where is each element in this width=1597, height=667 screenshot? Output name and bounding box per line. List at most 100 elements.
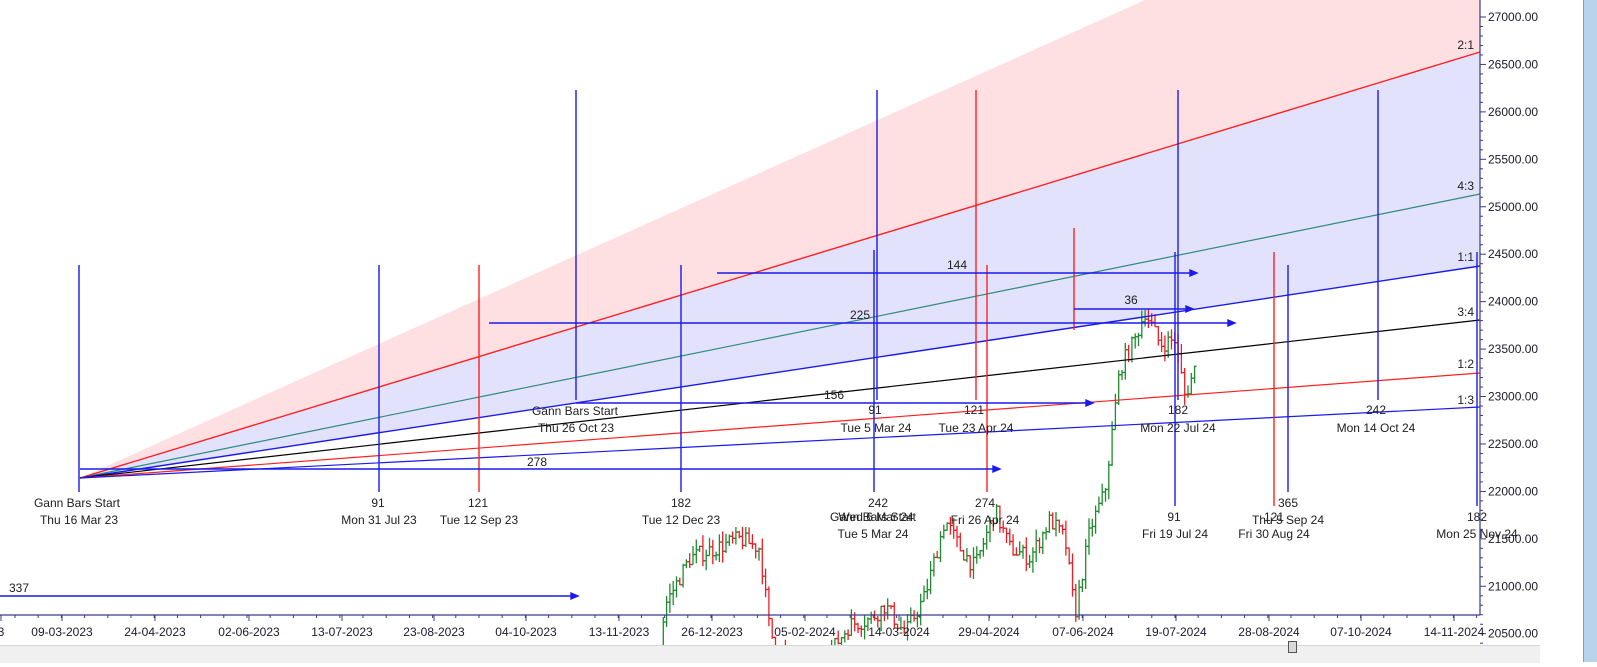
x-tick-label: 26-12-2023 <box>681 625 743 639</box>
gann-start-label: Gann Bars Start <box>830 510 917 524</box>
y-tick-label: 26500.00 <box>1488 57 1538 71</box>
arrowhead-icon <box>1189 268 1199 278</box>
fan-upper-zone <box>80 0 1480 478</box>
x-tick-label: 13-11-2023 <box>589 625 650 639</box>
x-tick-label: 14-03-2024 <box>868 625 930 639</box>
cycle-count: 242 <box>868 496 888 510</box>
y-axis: 27000.00 26500.00 26000.00 25500.00 25000.00… <box>1479 0 1538 663</box>
cycle-date: Fri 30 Aug 24 <box>1238 527 1310 541</box>
scrollbar-thumb[interactable] <box>1288 641 1297 653</box>
arrowhead-icon <box>1085 398 1095 408</box>
cycle-count: 121 <box>468 496 488 510</box>
cycle-date: Tue 12 Dec 23 <box>642 513 721 527</box>
y-tick-label: 23000.00 <box>1488 390 1538 404</box>
fan-label-4-3: 4:3 <box>1457 179 1474 193</box>
cycle-date: Mon 22 Jul 24 <box>1140 421 1216 435</box>
arrowhead-icon <box>1227 318 1237 328</box>
y-tick-label: 23500.00 <box>1488 342 1538 356</box>
x-tick-label: 07-10-2024 <box>1330 625 1392 639</box>
y-tick-label: 24000.00 <box>1488 295 1538 309</box>
cycle-count: 274 <box>975 496 995 510</box>
fan-line-4-3[interactable] <box>79 193 1481 479</box>
gann-start-date: Thu 16 Mar 23 <box>40 513 118 527</box>
cycle-date: Tue 5 Mar 24 <box>841 421 912 435</box>
cycle-date: Mon 25 Nov 24 <box>1436 527 1518 541</box>
fan-label-1-3: 1:3 <box>1457 393 1474 407</box>
gann-start-label: Gann Bars Start <box>532 404 619 418</box>
fan-line-1-2[interactable] <box>79 372 1481 479</box>
gann-fan-fills <box>80 0 1480 478</box>
cycle-lines <box>78 90 1478 506</box>
x-tick-label: 09-03-2023 <box>31 625 93 639</box>
cycle-count: 182 <box>671 496 691 510</box>
x-tick-label: 28-08-2024 <box>1238 625 1300 639</box>
gann-start-date: Tue 5 Mar 24 <box>838 527 909 541</box>
x-tick-label: 3 <box>0 625 5 639</box>
x-tick-label: 14-11-2024 <box>1424 625 1485 639</box>
cycle-date: Fri 19 Jul 24 <box>1142 527 1208 541</box>
fan-label-1-1: 1:1 <box>1457 250 1474 264</box>
time-count-arrows <box>0 268 1237 601</box>
x-tick-label: 05-02-2024 <box>774 625 836 639</box>
arrowhead-icon <box>1185 304 1195 314</box>
fan-label-3-4: 3:4 <box>1457 305 1474 319</box>
cycle-count: 182 <box>1168 403 1188 417</box>
fan-label-2-1: 2:1 <box>1457 38 1474 52</box>
y-tick-label: 24500.00 <box>1488 247 1538 261</box>
fan-line-3-4[interactable] <box>79 319 1481 479</box>
x-tick-label: 19-07-2024 <box>1145 625 1207 639</box>
count-label: 337 <box>9 581 29 595</box>
annotations: Gann Bars Start Thu 16 Mar 23 Gann Bars … <box>9 258 1518 595</box>
fan-line-1-1[interactable] <box>79 265 1481 479</box>
cycle-count: 91 <box>868 403 882 417</box>
y-tick-label: 21000.00 <box>1488 579 1538 593</box>
x-tick-label: 07-06-2024 <box>1052 625 1114 639</box>
gann-start-date: Thu 26 Oct 23 <box>538 421 614 435</box>
x-tick-label: 04-10-2023 <box>495 625 557 639</box>
count-label: 144 <box>947 258 967 272</box>
y-tick-label: 25000.00 <box>1488 200 1538 214</box>
fan-label-1-2: 1:2 <box>1457 357 1474 371</box>
gann-fan-lines <box>79 51 1481 479</box>
x-tick-label: 02-06-2023 <box>218 625 280 639</box>
x-tick-label: 29-04-2024 <box>958 625 1020 639</box>
x-tick-label: 24-04-2023 <box>124 625 186 639</box>
cycle-date: Fri 26 Apr 24 <box>951 513 1020 527</box>
cycle-count: 242 <box>1366 403 1386 417</box>
cycle-count: 91 <box>371 496 385 510</box>
y-tick-label: 20500.00 <box>1488 627 1538 641</box>
cycle-date: Mon 31 Jul 23 <box>341 513 417 527</box>
x-tick-label: 13-07-2023 <box>311 625 373 639</box>
horizontal-scrollbar[interactable] <box>0 645 1540 663</box>
x-axis: 3 09-03-2023 24-04-2023 02-06-2023 13-07-202… <box>0 614 1485 639</box>
gann-start-label: Gann Bars Start <box>34 496 121 510</box>
cycle-count: 365 <box>1278 496 1298 510</box>
vertical-scrollbar[interactable] <box>1583 0 1597 662</box>
count-label: 225 <box>850 308 870 322</box>
count-label: 156 <box>824 388 844 402</box>
fan-line-1-3[interactable] <box>79 406 1481 479</box>
fan-line-2-1[interactable] <box>79 51 1481 479</box>
cycle-count: 182 <box>1467 510 1487 524</box>
cycle-date: Tue 23 Apr 24 <box>939 421 1014 435</box>
x-tick-label: 23-08-2023 <box>403 625 465 639</box>
cycle-date: Mon 14 Oct 24 <box>1337 421 1416 435</box>
y-tick-label: 25500.00 <box>1488 152 1538 166</box>
cycle-date: Wed 6 Mar 24 <box>838 510 913 524</box>
fan-ratio-labels: 2:1 4:3 1:1 3:4 1:2 1:3 <box>1457 38 1474 407</box>
cycle-date: Thu 5 Sep 24 <box>1252 513 1324 527</box>
y-tick-label: 27000.00 <box>1488 10 1538 24</box>
y-tick-label: 26000.00 <box>1488 105 1538 119</box>
arrowhead-icon <box>570 591 580 601</box>
count-label: 278 <box>527 455 547 469</box>
y-tick-label: 21500.00 <box>1488 532 1538 546</box>
cycle-count: 121 <box>964 403 984 417</box>
cycle-date: Tue 12 Sep 23 <box>440 513 519 527</box>
cycle-count: 91 <box>1167 510 1181 524</box>
cycle-count: 121 <box>1264 510 1284 524</box>
arrowhead-icon <box>992 464 1002 474</box>
count-label: 36 <box>1124 293 1138 307</box>
y-tick-label: 22500.00 <box>1488 437 1538 451</box>
y-tick-label: 22000.00 <box>1488 484 1538 498</box>
